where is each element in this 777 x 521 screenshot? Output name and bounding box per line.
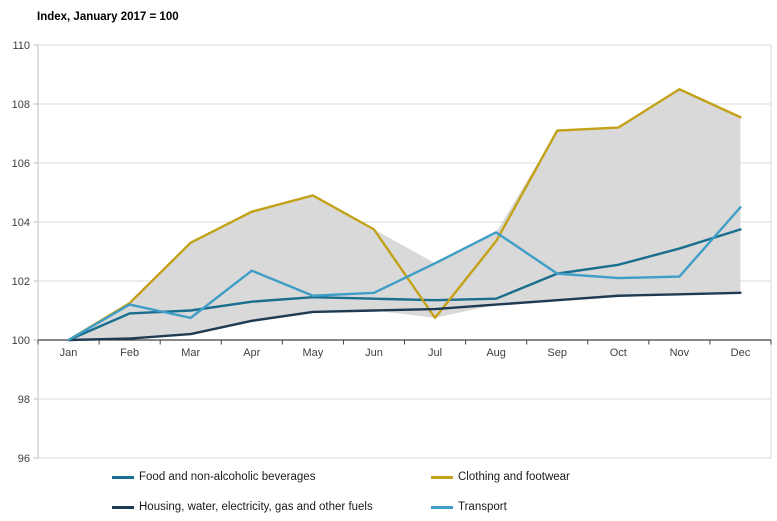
legend-item-housing-water-electricity-gas-and-other-fuels: Housing, water, electricity, gas and oth…: [112, 500, 373, 514]
min-max-range-band: [69, 89, 741, 340]
x-axis-label: Jun: [365, 347, 383, 359]
legend-item-clothing-and-footwear: Clothing and footwear: [431, 470, 570, 484]
x-axis-label: Sep: [547, 347, 567, 359]
chart-legend: Food and non-alcoholic beveragesClothing…: [0, 0, 777, 60]
legend-label: Food and non-alcoholic beverages: [139, 471, 315, 483]
x-axis-label: May: [302, 347, 323, 359]
x-axis-label: Aug: [486, 347, 506, 359]
y-axis-label: 98: [18, 394, 30, 406]
x-axis-label: Jan: [60, 347, 78, 359]
legend-label: Clothing and footwear: [458, 471, 570, 483]
y-axis-label: 96: [18, 453, 30, 465]
y-axis-label: 100: [12, 335, 30, 347]
legend-item-transport: Transport: [431, 500, 507, 514]
x-axis-label: Jul: [428, 347, 442, 359]
legend-item-food-and-non-alcoholic-beverages: Food and non-alcoholic beverages: [112, 470, 315, 484]
legend-label: Housing, water, electricity, gas and oth…: [139, 501, 373, 513]
x-axis-label: Oct: [610, 347, 627, 359]
y-axis-label: 106: [12, 158, 30, 170]
legend-line-swatch: [431, 476, 453, 479]
chart-plot-area: 9698100102104106108110JanFebMarAprMayJun…: [0, 0, 777, 521]
y-axis-label: 104: [12, 217, 30, 229]
y-axis-label: 108: [12, 99, 30, 111]
x-axis-label: Nov: [670, 347, 690, 359]
legend-line-swatch: [431, 506, 453, 509]
x-axis-label: Apr: [243, 347, 260, 359]
y-axis-label: 102: [12, 276, 30, 288]
cpi-index-line-chart: { "title": "Index, January 2017 = 100", …: [0, 0, 777, 521]
x-axis-label: Mar: [181, 347, 200, 359]
x-axis-label: Feb: [120, 347, 139, 359]
legend-line-swatch: [112, 476, 134, 479]
legend-line-swatch: [112, 506, 134, 509]
legend-label: Transport: [458, 501, 507, 513]
x-axis-label: Dec: [731, 347, 751, 359]
